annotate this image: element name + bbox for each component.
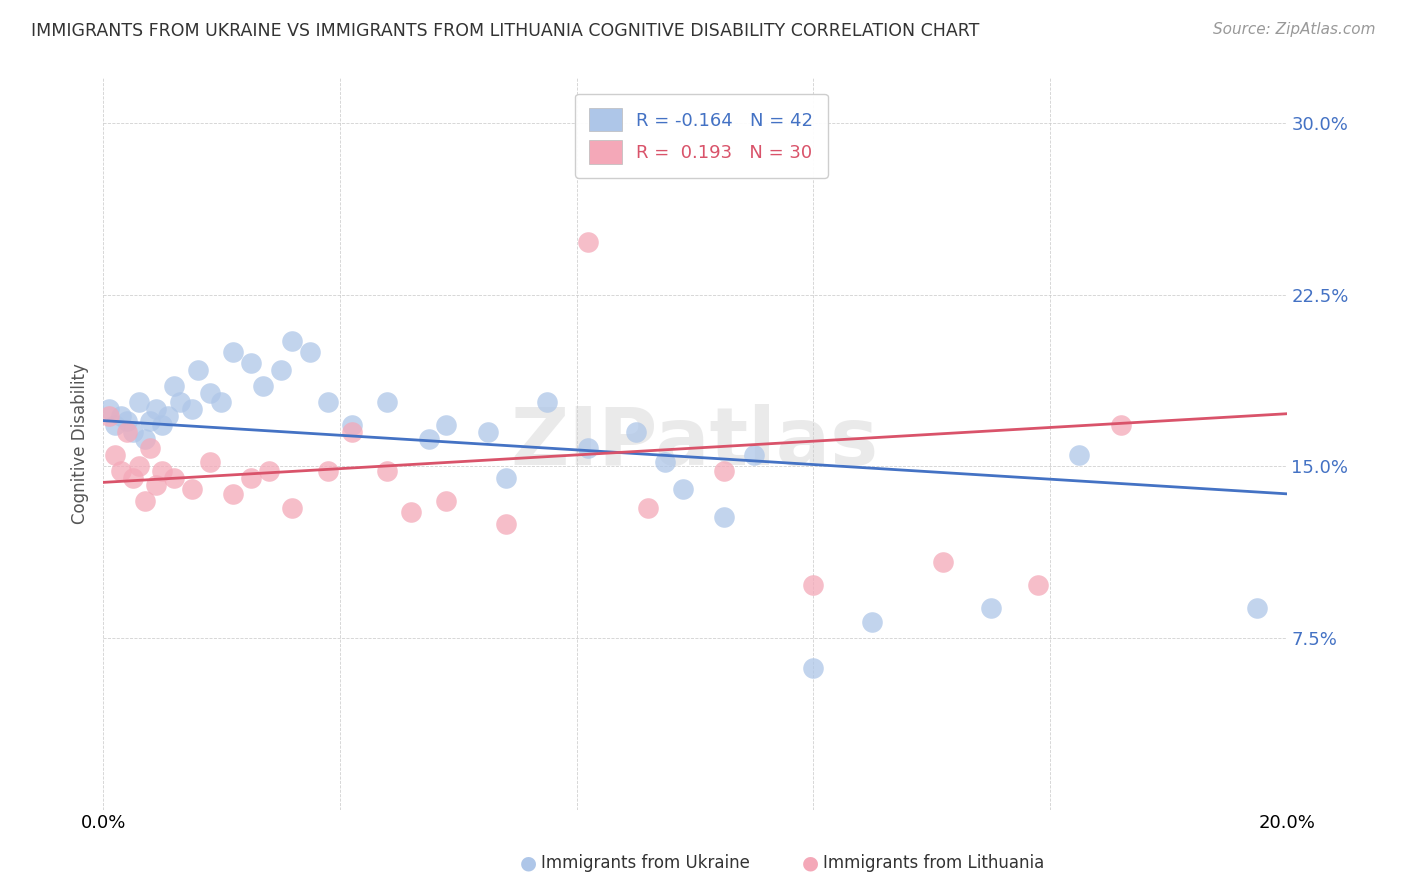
Point	[145, 402, 167, 417]
Point	[375, 395, 398, 409]
Point	[110, 464, 132, 478]
Point	[399, 505, 422, 519]
Point	[536, 395, 558, 409]
Point	[145, 477, 167, 491]
Point	[198, 386, 221, 401]
Point	[316, 464, 339, 478]
Point	[1109, 418, 1132, 433]
Point	[115, 425, 138, 439]
Text: Immigrants from Ukraine: Immigrants from Ukraine	[541, 855, 751, 872]
Point	[495, 471, 517, 485]
Point	[150, 418, 173, 433]
Point	[672, 482, 695, 496]
Point	[157, 409, 180, 423]
Text: Immigrants from Lithuania: Immigrants from Lithuania	[823, 855, 1043, 872]
Point	[1026, 578, 1049, 592]
Point	[434, 418, 457, 433]
Point	[163, 379, 186, 393]
Point	[121, 471, 143, 485]
Point	[637, 500, 659, 515]
Point	[257, 464, 280, 478]
Point	[128, 459, 150, 474]
Point	[134, 432, 156, 446]
Text: IMMIGRANTS FROM UKRAINE VS IMMIGRANTS FROM LITHUANIA COGNITIVE DISABILITY CORREL: IMMIGRANTS FROM UKRAINE VS IMMIGRANTS FR…	[31, 22, 980, 40]
Point	[104, 448, 127, 462]
Y-axis label: Cognitive Disability: Cognitive Disability	[72, 363, 89, 524]
Point	[316, 395, 339, 409]
Point	[299, 345, 322, 359]
Point	[281, 500, 304, 515]
Point	[139, 441, 162, 455]
Point	[169, 395, 191, 409]
Point	[252, 379, 274, 393]
Text: Source: ZipAtlas.com: Source: ZipAtlas.com	[1212, 22, 1375, 37]
Point	[163, 471, 186, 485]
Point	[801, 578, 824, 592]
Point	[801, 661, 824, 675]
Point	[187, 363, 209, 377]
Point	[495, 516, 517, 531]
Point	[110, 409, 132, 423]
Point	[139, 414, 162, 428]
Point	[340, 425, 363, 439]
Point	[270, 363, 292, 377]
Text: ZIPatlas: ZIPatlas	[510, 404, 879, 483]
Point	[434, 493, 457, 508]
Point	[281, 334, 304, 348]
Point	[624, 425, 647, 439]
Point	[477, 425, 499, 439]
Point	[180, 402, 202, 417]
Point	[128, 395, 150, 409]
Point	[375, 464, 398, 478]
Point	[98, 402, 121, 417]
Point	[742, 448, 765, 462]
Point	[240, 356, 263, 370]
Point	[98, 409, 121, 423]
Point	[222, 345, 245, 359]
Point	[932, 556, 955, 570]
Legend: R = -0.164   N = 42, R =  0.193   N = 30: R = -0.164 N = 42, R = 0.193 N = 30	[575, 94, 828, 178]
Point	[576, 235, 599, 249]
Point	[1246, 601, 1268, 615]
Point	[1069, 448, 1091, 462]
Point	[134, 493, 156, 508]
Point	[980, 601, 1002, 615]
Point	[576, 441, 599, 455]
Point	[180, 482, 202, 496]
Point	[104, 418, 127, 433]
Point	[198, 455, 221, 469]
Text: ●: ●	[801, 854, 818, 872]
Point	[115, 414, 138, 428]
Point	[121, 425, 143, 439]
Point	[654, 455, 676, 469]
Point	[240, 471, 263, 485]
Point	[340, 418, 363, 433]
Point	[713, 464, 735, 478]
Point	[418, 432, 440, 446]
Point	[713, 509, 735, 524]
Point	[860, 615, 883, 629]
Point	[222, 487, 245, 501]
Point	[150, 464, 173, 478]
Text: ●: ●	[520, 854, 537, 872]
Point	[211, 395, 233, 409]
